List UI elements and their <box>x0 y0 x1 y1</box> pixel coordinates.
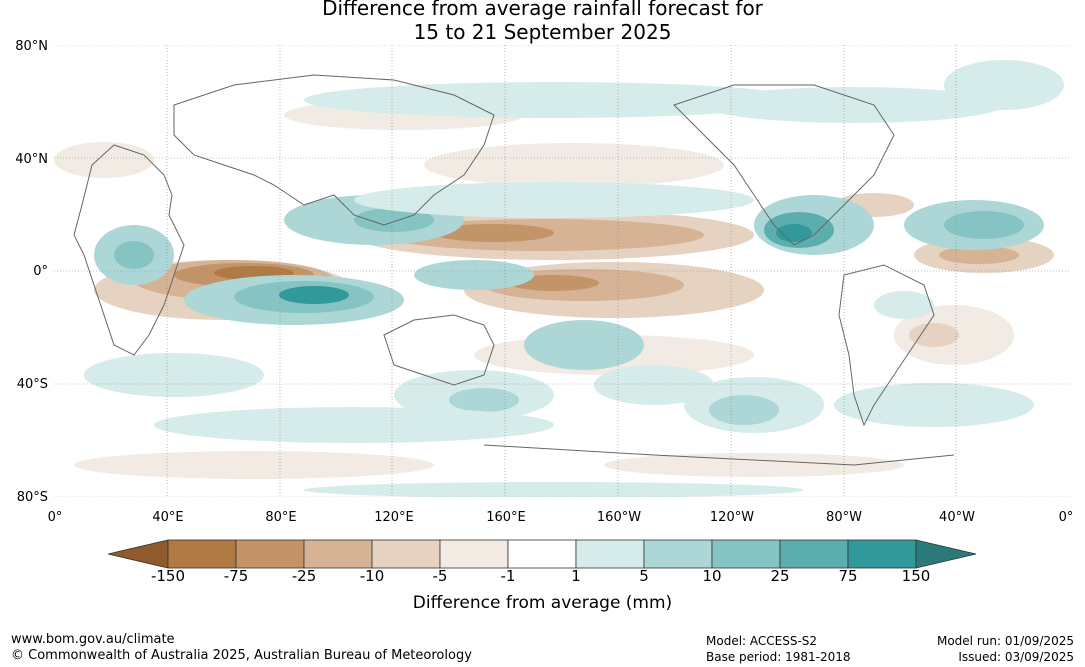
south-america-coast <box>838 264 935 427</box>
colorbar-tick-label: 10 <box>702 567 722 585</box>
footer-model-run: Model run: 01/09/2025 <box>936 634 1074 648</box>
lon-label-120w: 120°W <box>709 510 755 525</box>
lat-label-80n: 80°N <box>15 39 48 54</box>
rainfall-anomaly-map <box>54 45 1069 497</box>
coastlines <box>73 74 955 466</box>
australia-coast <box>383 314 495 386</box>
lon-label-0-east: 0° <box>1058 510 1074 525</box>
colorbar-tick-label: -1 <box>500 567 516 585</box>
colorbar-tick-label: 75 <box>838 567 858 585</box>
colorbar-segment <box>303 539 373 569</box>
colorbar-segment <box>847 539 917 569</box>
colorbar-segment <box>371 539 441 569</box>
lon-label-40e: 40°E <box>152 510 184 525</box>
gridlines <box>54 45 1069 497</box>
colorbar <box>107 539 978 573</box>
title-line-2: 15 to 21 September 2025 <box>413 20 672 44</box>
lat-label-80s: 80°S <box>16 490 48 505</box>
colorbar-tick-label: -5 <box>432 567 448 585</box>
lon-label-40w: 40°W <box>939 510 975 525</box>
colorbar-tick-label: 150 <box>901 567 931 585</box>
lon-label-80w: 80°W <box>826 510 862 525</box>
colorbar-segment <box>235 539 305 569</box>
colorbar-tick-label: 25 <box>770 567 790 585</box>
lat-label-equator: 0° <box>33 264 48 279</box>
colorbar-tick-label: 1 <box>571 567 581 585</box>
colorbar-arrow-low <box>107 539 169 569</box>
colorbar-segment <box>779 539 849 569</box>
colorbar-segment <box>711 539 781 569</box>
lon-label-0: 0° <box>47 510 63 525</box>
colorbar-tick-label: -25 <box>291 567 317 585</box>
colorbar-segment <box>643 539 713 569</box>
africa-coast <box>73 144 185 356</box>
lat-label-40n: 40°N <box>15 152 48 167</box>
lon-label-120e: 120°E <box>374 510 414 525</box>
lon-label-160w: 160°W <box>596 510 642 525</box>
colorbar-tick-label: -150 <box>150 567 186 585</box>
colorbar-label: Difference from average (mm) <box>412 593 673 613</box>
colorbar-tick-label: 5 <box>639 567 649 585</box>
footer-model: Model: ACCESS-S2 <box>706 634 818 648</box>
map-svg <box>54 45 1069 497</box>
footer-copyright: © Commonwealth of Australia 2025, Austra… <box>11 648 472 663</box>
colorbar-segment <box>439 539 509 569</box>
wet-anomaly-areas <box>84 60 1064 497</box>
lon-label-160e: 160°E <box>486 510 526 525</box>
colorbar-tick-label: -75 <box>223 567 249 585</box>
footer-base-period: Base period: 1981-2018 <box>706 650 851 664</box>
lat-label-40s: 40°S <box>16 377 48 392</box>
footer-issued: Issued: 03/09/2025 <box>958 650 1074 664</box>
colorbar-svg <box>107 539 977 569</box>
north-america-coast <box>673 84 895 246</box>
antarctica-coast <box>483 444 955 466</box>
colorbar-segment <box>507 539 577 569</box>
colorbar-tick-label: -10 <box>359 567 385 585</box>
eurasia-coast <box>173 74 495 226</box>
colorbar-segment <box>575 539 645 569</box>
footer-website: www.bom.gov.au/climate <box>11 632 175 647</box>
colorbar-segment <box>167 539 237 569</box>
colorbar-arrow-high <box>915 539 977 569</box>
lon-label-80e: 80°E <box>265 510 297 525</box>
map-title: Difference from average rainfall forecas… <box>0 0 1085 44</box>
title-line-1: Difference from average rainfall forecas… <box>322 0 763 20</box>
